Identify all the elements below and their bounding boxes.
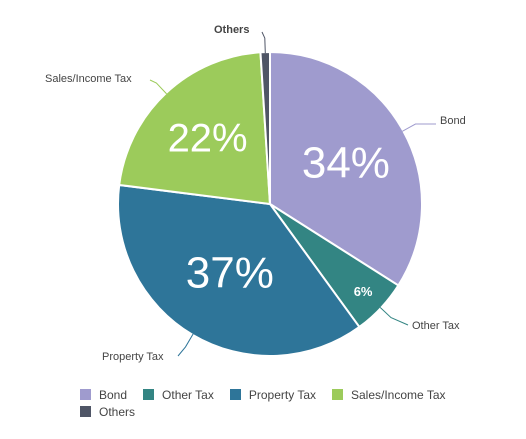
legend-label-property-tax: Property Tax	[248, 387, 316, 402]
legend-label-sales-income-tax: Sales/Income Tax	[351, 387, 446, 402]
slice-label-sales-income-tax: Sales/Income Tax	[45, 73, 132, 85]
legend-item-bond[interactable]: Bond	[80, 388, 127, 402]
legend-label-other-tax: Other Tax	[162, 387, 214, 402]
slice-label-bond: Bond	[440, 115, 466, 127]
leader-line-bond	[402, 123, 436, 132]
slice-label-others: Others	[214, 24, 249, 36]
legend-swatch-other-tax	[143, 389, 155, 400]
legend-item-other-tax[interactable]: Other Tax	[143, 388, 214, 402]
legend-row-2: Others	[80, 403, 500, 420]
legend-swatch-sales-income-tax	[332, 389, 343, 400]
leader-line-property-tax	[177, 333, 194, 357]
legend-label-others: Others	[99, 404, 136, 419]
legend-row-1: Bond Other Tax Property Tax Sales/Income…	[80, 386, 500, 403]
legend-item-property-tax[interactable]: Property Tax	[229, 387, 316, 402]
leader-line-sales-income-tax	[149, 79, 167, 95]
legend-swatch-others	[80, 406, 91, 417]
chart-legend: Bond Other Tax Property Tax Sales/Income…	[80, 386, 500, 420]
slice-value-other-tax: 6%	[354, 284, 373, 299]
slice-value-property-tax: 37%	[186, 248, 274, 297]
legend-swatch-bond	[80, 389, 91, 400]
legend-item-sales-income-tax[interactable]: Sales/Income Tax	[332, 388, 446, 402]
leader-line-other-tax	[379, 307, 409, 326]
leader-line-others	[261, 31, 266, 54]
slice-value-sales-income-tax: 22%	[168, 117, 248, 161]
slice-label-property-tax: Property Tax	[102, 351, 164, 363]
legend-item-others[interactable]: Others	[80, 405, 135, 419]
legend-label-bond: Bond	[99, 387, 128, 402]
slice-value-bond: 34%	[302, 139, 390, 188]
legend-swatch-property-tax	[229, 389, 241, 400]
slice-label-other-tax: Other Tax	[412, 320, 460, 332]
